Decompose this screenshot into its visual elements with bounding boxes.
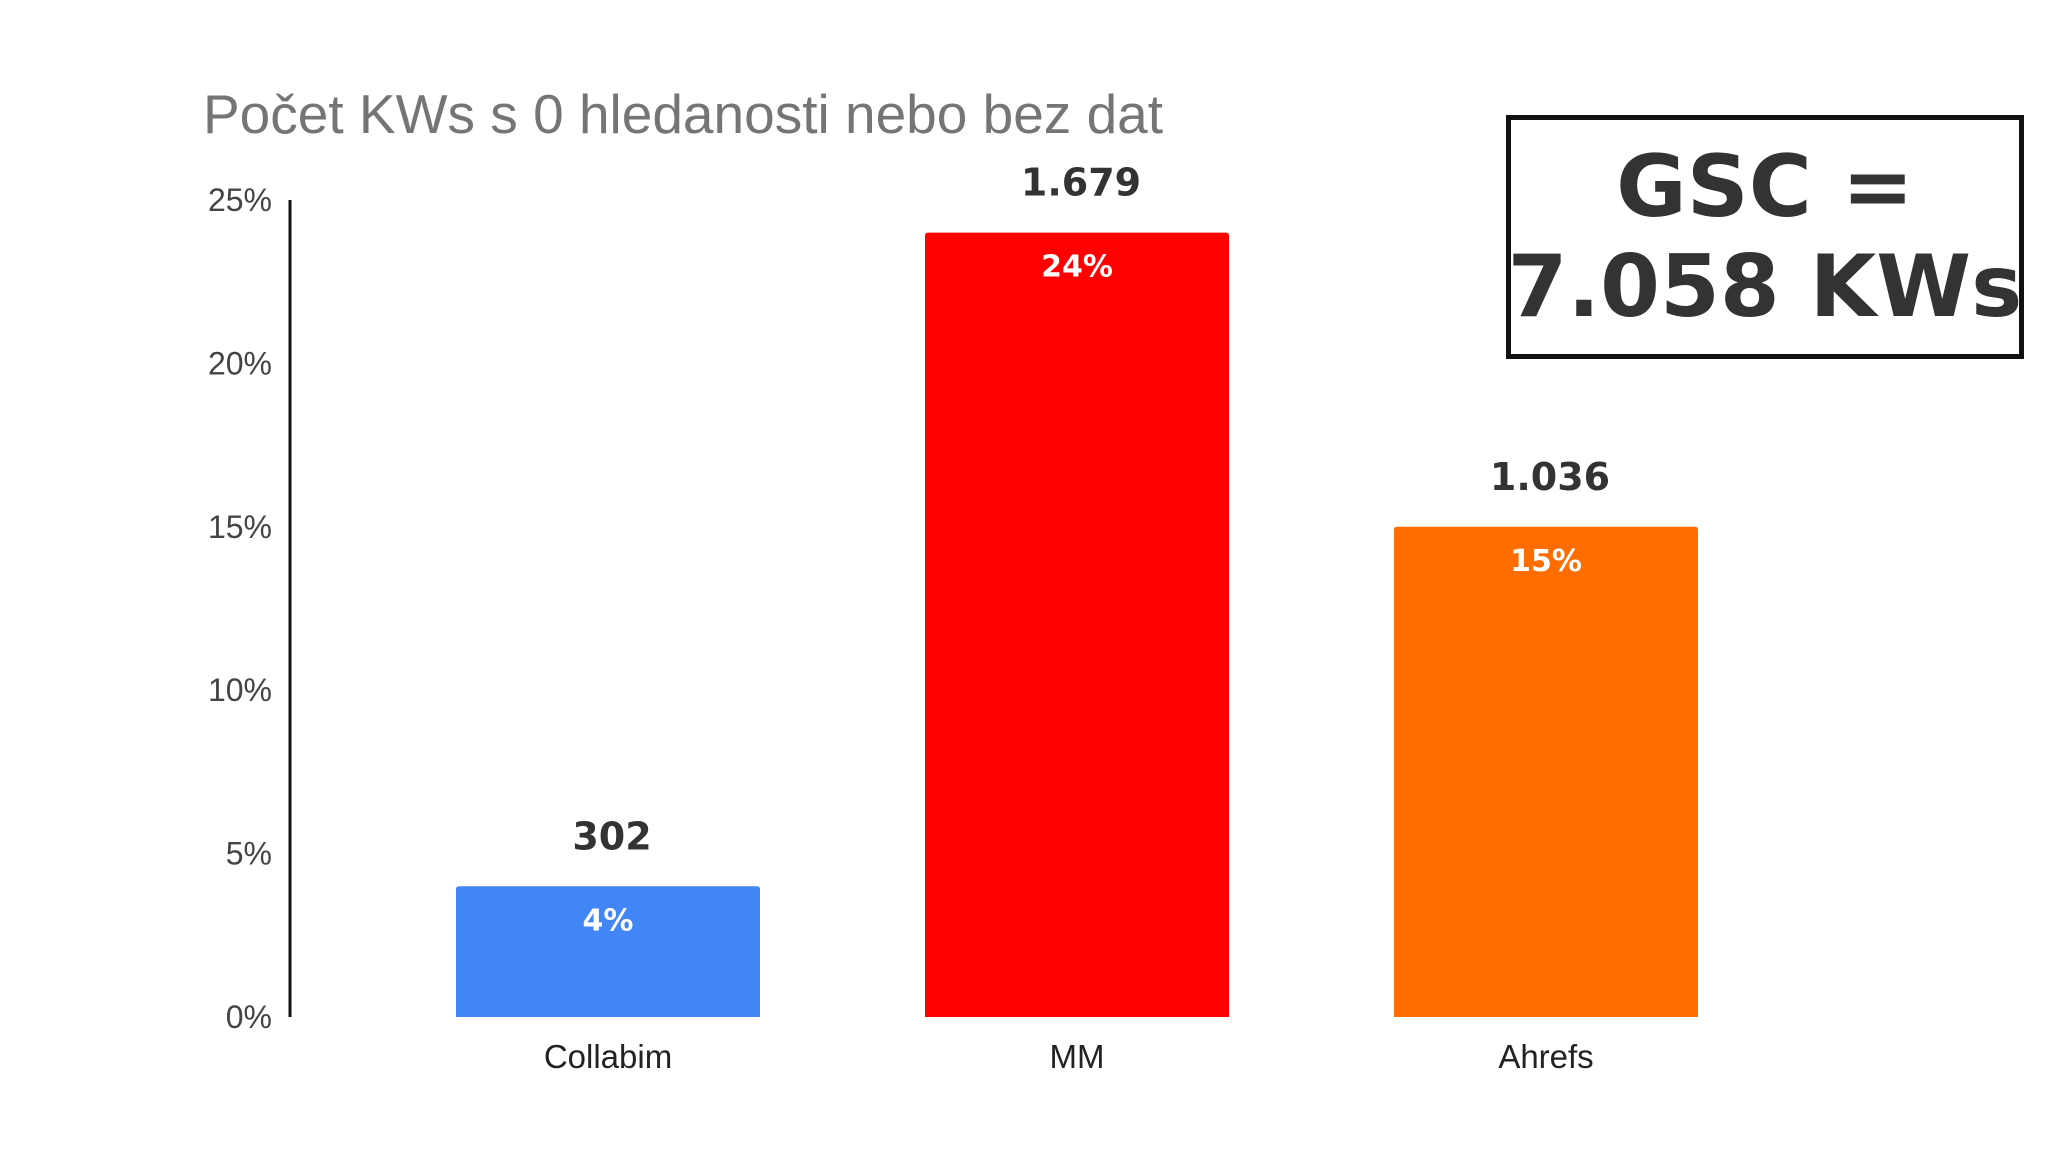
chart-title: Počet KWs s 0 hledanosti nebo bez dat xyxy=(203,83,1163,145)
bar-collabim xyxy=(456,886,760,1017)
category-labels: Collabim MM Ahrefs xyxy=(544,1038,1594,1075)
bars: 4% 302 24% 1.679 15% 1.036 xyxy=(456,161,1698,1017)
y-tick-label: 20% xyxy=(208,345,272,381)
bar-mm xyxy=(925,232,1229,1017)
bar-count-label: 302 xyxy=(572,814,651,858)
bar-count-label: 1.679 xyxy=(1021,161,1141,205)
x-category-label: Collabim xyxy=(544,1038,672,1075)
bar-value-label: 4% xyxy=(583,903,634,938)
gsc-annotation-line2: 7.058 KWs xyxy=(1507,237,2023,337)
bar-count-label: 1.036 xyxy=(1490,455,1610,499)
y-tick-label: 15% xyxy=(208,509,272,545)
gsc-annotation-box: GSC = 7.058 KWs xyxy=(1506,115,2024,359)
y-tick-label: 25% xyxy=(208,182,272,218)
bar-value-label: 15% xyxy=(1510,544,1582,579)
x-category-label: Ahrefs xyxy=(1498,1038,1593,1075)
y-tick-label: 5% xyxy=(226,836,272,872)
y-tick-label: 10% xyxy=(208,672,272,708)
gsc-annotation-line1: GSC = xyxy=(1616,137,1914,237)
y-tick-label: 0% xyxy=(226,999,272,1035)
x-category-label: MM xyxy=(1050,1038,1105,1075)
bar-value-label: 24% xyxy=(1041,250,1113,285)
y-axis-ticks: 0% 5% 10% 15% 20% 25% xyxy=(208,182,272,1035)
bar-ahrefs xyxy=(1394,526,1698,1017)
